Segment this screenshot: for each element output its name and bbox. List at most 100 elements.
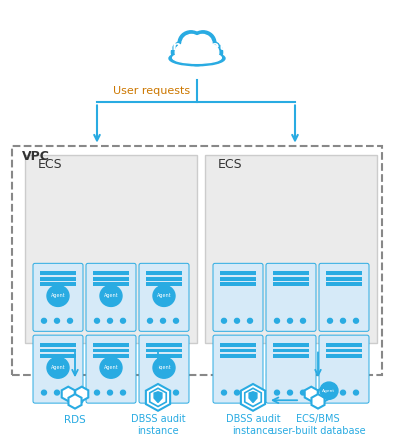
- Circle shape: [184, 37, 210, 62]
- Bar: [273, 349, 309, 352]
- FancyBboxPatch shape: [266, 264, 316, 331]
- Circle shape: [288, 390, 292, 395]
- Circle shape: [190, 31, 216, 55]
- FancyBboxPatch shape: [139, 264, 189, 331]
- Text: Agent: Agent: [104, 293, 118, 298]
- Circle shape: [171, 41, 195, 63]
- Circle shape: [275, 390, 279, 395]
- Ellipse shape: [169, 51, 225, 66]
- Bar: [93, 354, 129, 358]
- Circle shape: [193, 35, 212, 53]
- Circle shape: [67, 390, 72, 395]
- Bar: [220, 354, 256, 358]
- Circle shape: [95, 319, 100, 323]
- Text: Agent: Agent: [157, 293, 171, 298]
- Bar: [40, 282, 76, 286]
- Circle shape: [182, 35, 201, 53]
- Circle shape: [121, 319, 126, 323]
- Bar: [146, 354, 182, 358]
- Text: ECS: ECS: [38, 158, 63, 171]
- FancyBboxPatch shape: [86, 264, 136, 331]
- Bar: [220, 277, 256, 281]
- Bar: [146, 343, 182, 347]
- Circle shape: [100, 285, 122, 306]
- Circle shape: [301, 390, 305, 395]
- Bar: [326, 282, 362, 286]
- Text: DBSS audit
instance: DBSS audit instance: [226, 414, 280, 436]
- Circle shape: [160, 319, 165, 323]
- Circle shape: [147, 390, 152, 395]
- FancyBboxPatch shape: [139, 335, 189, 403]
- Text: Agent: Agent: [104, 365, 118, 370]
- Circle shape: [327, 319, 333, 323]
- Polygon shape: [249, 392, 257, 402]
- Bar: [93, 343, 129, 347]
- FancyBboxPatch shape: [213, 335, 263, 403]
- Bar: [326, 271, 362, 275]
- Circle shape: [327, 390, 333, 395]
- Bar: [205, 155, 377, 343]
- Circle shape: [173, 319, 178, 323]
- Bar: [40, 343, 76, 347]
- Circle shape: [320, 382, 338, 399]
- FancyBboxPatch shape: [319, 264, 369, 331]
- Ellipse shape: [173, 52, 221, 63]
- Text: DBSS audit
instance: DBSS audit instance: [131, 414, 185, 436]
- Bar: [326, 277, 362, 281]
- Circle shape: [54, 390, 59, 395]
- Circle shape: [178, 31, 204, 55]
- Circle shape: [147, 319, 152, 323]
- Circle shape: [153, 285, 175, 306]
- Text: VPC: VPC: [22, 150, 50, 163]
- Circle shape: [108, 390, 113, 395]
- Text: Agent: Agent: [51, 365, 65, 370]
- FancyBboxPatch shape: [86, 335, 136, 403]
- Bar: [40, 271, 76, 275]
- Circle shape: [54, 319, 59, 323]
- Circle shape: [234, 319, 240, 323]
- Circle shape: [173, 390, 178, 395]
- Circle shape: [247, 319, 253, 323]
- Bar: [273, 271, 309, 275]
- Bar: [93, 282, 129, 286]
- FancyBboxPatch shape: [266, 335, 316, 403]
- Bar: [220, 343, 256, 347]
- Bar: [40, 349, 76, 352]
- Circle shape: [108, 319, 113, 323]
- Circle shape: [95, 390, 100, 395]
- Bar: [220, 271, 256, 275]
- Bar: [220, 349, 256, 352]
- Bar: [12, 146, 382, 375]
- Circle shape: [340, 390, 346, 395]
- Text: RDS: RDS: [64, 415, 86, 425]
- Polygon shape: [154, 392, 162, 402]
- Circle shape: [41, 319, 46, 323]
- Bar: [146, 349, 182, 352]
- Bar: [93, 271, 129, 275]
- Circle shape: [160, 390, 165, 395]
- Bar: [146, 271, 182, 275]
- FancyBboxPatch shape: [33, 264, 83, 331]
- Text: Agent: Agent: [51, 293, 65, 298]
- Circle shape: [301, 319, 305, 323]
- Text: Internet: Internet: [169, 40, 225, 53]
- Circle shape: [180, 34, 214, 66]
- Circle shape: [340, 319, 346, 323]
- Circle shape: [41, 390, 46, 395]
- Circle shape: [234, 390, 240, 395]
- Circle shape: [353, 390, 359, 395]
- Bar: [93, 277, 129, 281]
- Bar: [40, 277, 76, 281]
- Circle shape: [67, 319, 72, 323]
- Bar: [146, 277, 182, 281]
- Circle shape: [221, 319, 227, 323]
- Circle shape: [100, 357, 122, 378]
- Bar: [93, 349, 129, 352]
- Circle shape: [199, 41, 223, 63]
- Circle shape: [221, 390, 227, 395]
- Text: Agent: Agent: [157, 365, 171, 370]
- Circle shape: [175, 44, 192, 60]
- Bar: [326, 354, 362, 358]
- Text: Agent: Agent: [322, 388, 336, 393]
- Bar: [220, 282, 256, 286]
